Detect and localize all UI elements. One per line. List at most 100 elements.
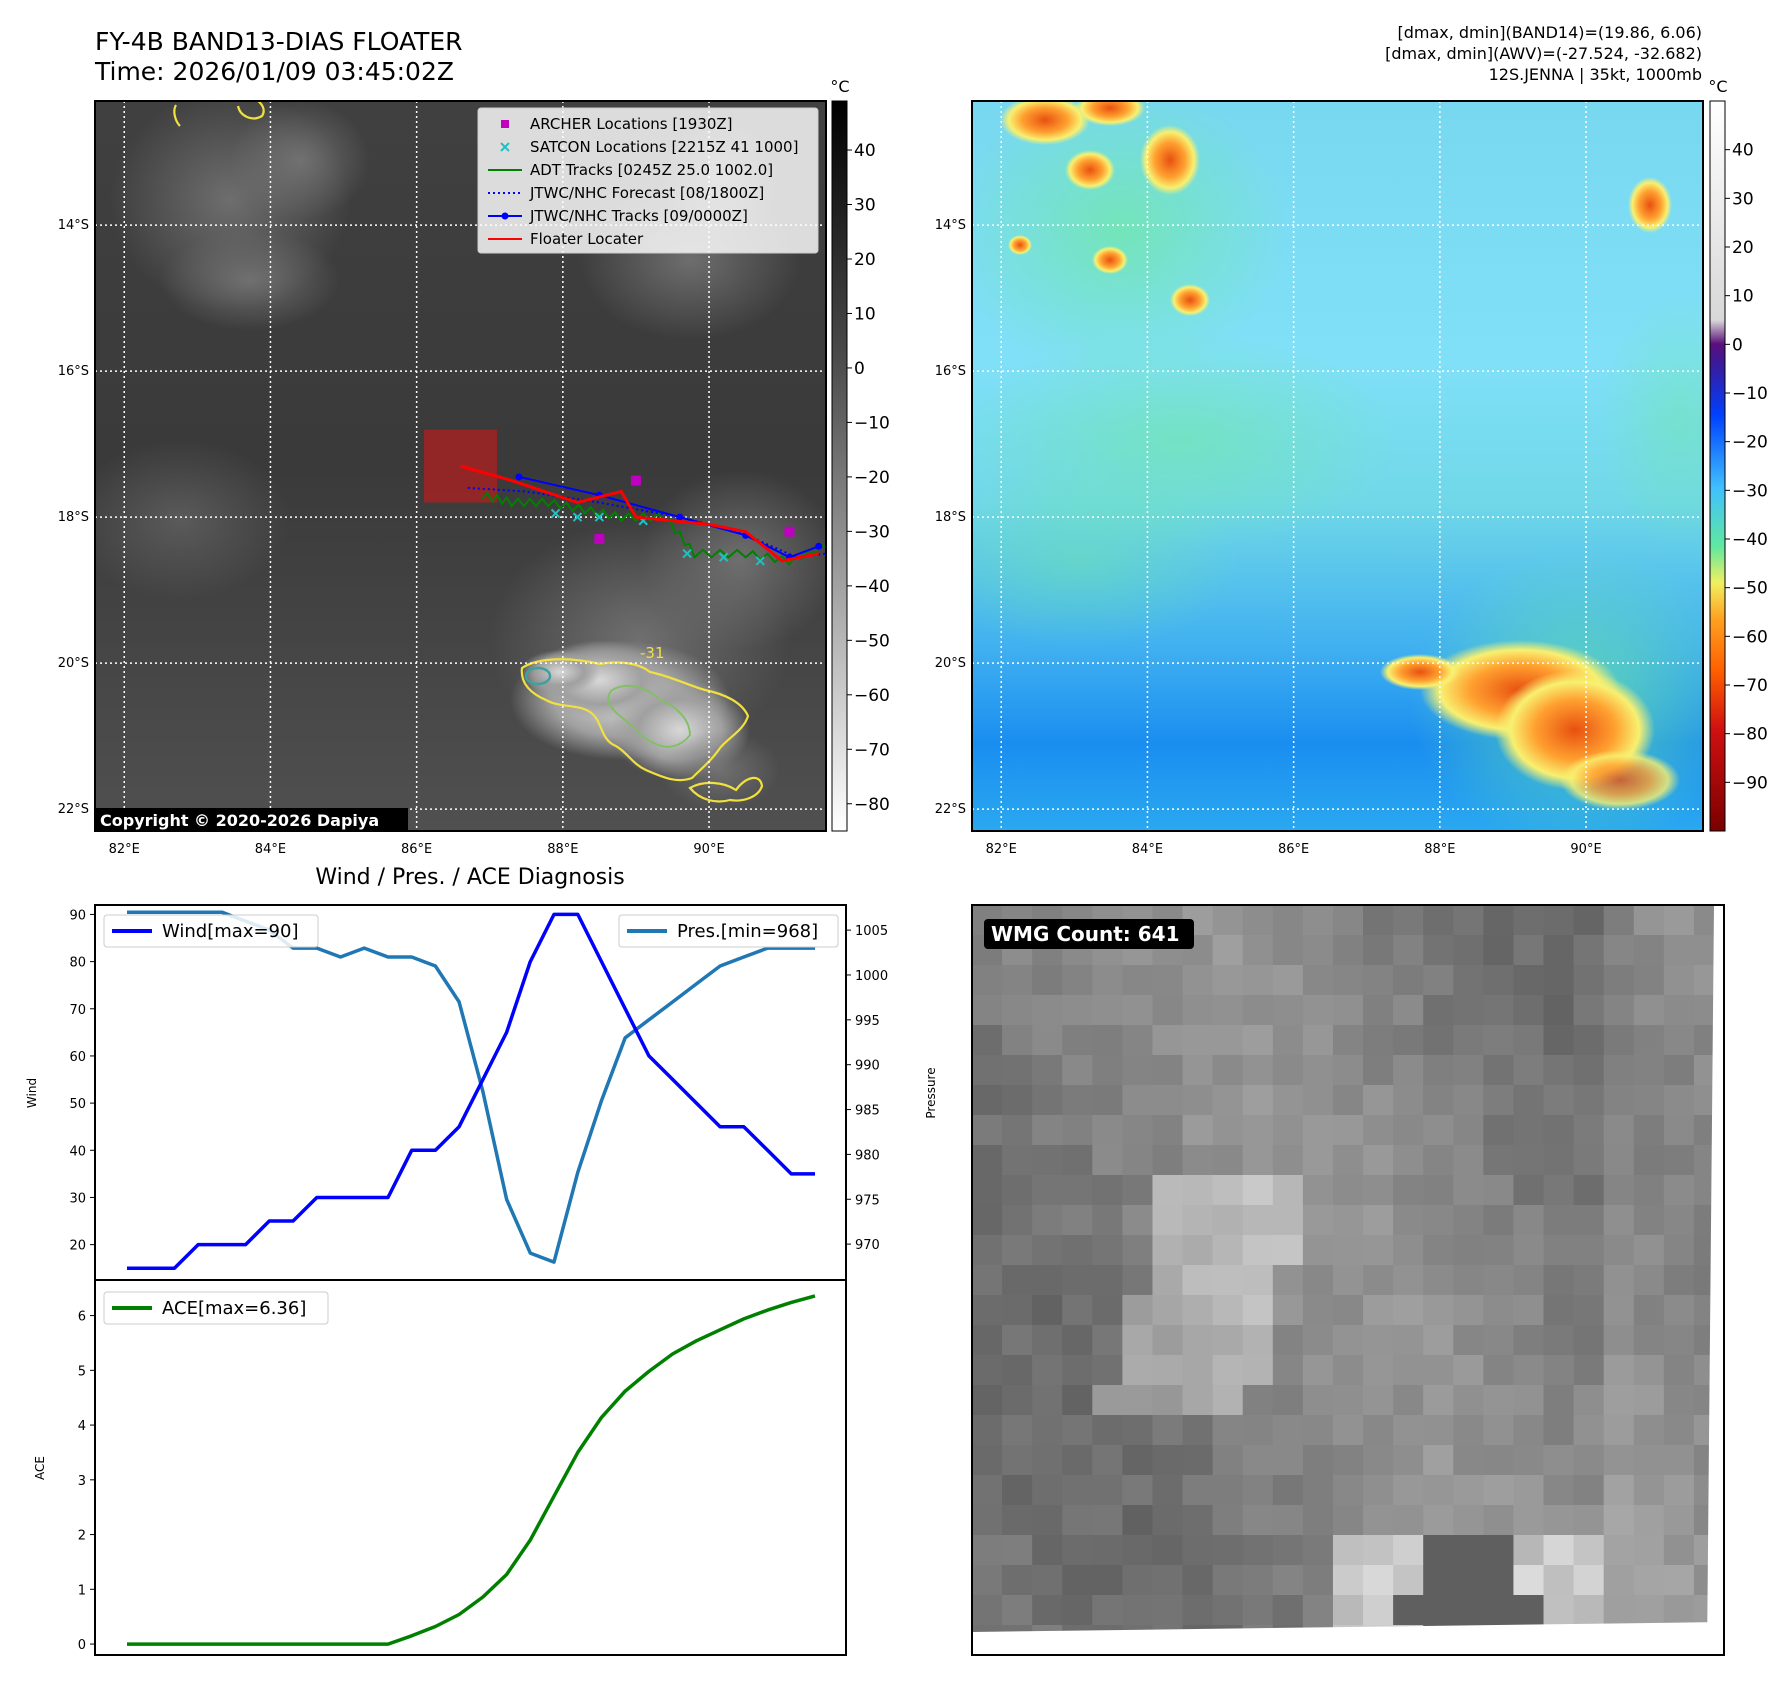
archer-marker (594, 534, 605, 544)
wind-line (127, 912, 815, 1270)
colorbar-tick-label: 30 (1732, 189, 1754, 209)
legend-label: JTWC/NHC Forecast [08/1800Z] (529, 184, 764, 202)
lat-tick-label: 22°S (935, 802, 966, 817)
lon-tick-label: 84°E (1132, 842, 1163, 857)
y-tick-label: 80 (69, 956, 86, 971)
archer-marker (784, 526, 795, 537)
wmg-count-label: WMG Count: 641 (991, 922, 1180, 946)
legend-swatch (501, 120, 509, 128)
lon-tick-label: 82°E (109, 842, 140, 857)
y-tick-label: 50 (69, 1097, 86, 1112)
lat-tick-label: 14°S (935, 218, 966, 233)
colorbar-tick-label: −60 (1732, 627, 1768, 647)
cold-contour-green (607, 685, 691, 748)
lon-tick-label: 88°E (1424, 842, 1455, 857)
y-tick-label: 30 (69, 1191, 86, 1206)
colorbar-tick-label: −80 (854, 795, 890, 815)
ace-axis-label: ACE (33, 1456, 47, 1480)
colorbar-tick-label: −40 (854, 577, 890, 597)
colorbar-tick-label: 0 (854, 359, 865, 379)
colorbar-tick-label: −50 (854, 631, 890, 651)
colorbar-tick-label: 40 (1732, 141, 1754, 161)
lon-tick-label: 84°E (255, 842, 286, 857)
y-tick-label: 3 (78, 1474, 86, 1489)
colorbar-tick-label: −60 (854, 686, 890, 706)
legend-label: ARCHER Locations [1930Z] (530, 115, 733, 133)
ir-tracks (460, 464, 826, 567)
lon-tick-label: 82°E (986, 842, 1017, 857)
wind-legend: Wind[max=90] (103, 914, 319, 948)
legend-entry: ADT Tracks [0245Z 25.0 1002.0] (488, 161, 773, 179)
y2-tick-label: 1005 (855, 924, 888, 939)
y-tick-label: 90 (69, 908, 86, 923)
pressure-legend: Pres.[min=968] (618, 914, 839, 948)
lon-tick-label: 86°E (1278, 842, 1309, 857)
lon-tick-label: 90°E (693, 842, 724, 857)
wv-axis-ticks: 82°E 84°E 86°E 88°E 90°E 14°S 16°S 18°S 20°S 22°S (935, 218, 1602, 857)
lon-tick-label: 90°E (1570, 842, 1601, 857)
y-tick-label: 70 (69, 1003, 86, 1018)
legend-label: SATCON Locations [2215Z 41 1000] (530, 138, 798, 156)
satcon-marker (682, 548, 692, 559)
cold-contour-yellow-3 (173, 101, 265, 127)
y-tick-label: 0 (78, 1638, 86, 1653)
legend-entry: JTWC/NHC Tracks [09/0000Z] (488, 207, 748, 225)
colorbar-left-ticks: 40 30 20 10 0 −10 −20 −30 −40 −50 −60 −70 −80 (847, 141, 890, 815)
colorbar-tick-label: 20 (854, 250, 876, 270)
colorbar-tick-label: −30 (1732, 481, 1768, 501)
wv-image (972, 101, 1703, 831)
colorbar-right-unit: °C (1708, 77, 1727, 96)
track-legend: ARCHER Locations [1930Z] SATCON Locations… (477, 107, 819, 254)
wmg-image (972, 905, 1724, 1655)
wmg-panel: WMG Count: 641 (971, 904, 1725, 1656)
diagnosis-title: Wind / Pres. / ACE Diagnosis (315, 865, 624, 890)
colorbar-tick-label: 40 (854, 141, 876, 161)
colorbar-tick-label: 20 (1732, 238, 1754, 258)
y2-tick-label: 970 (855, 1238, 880, 1253)
legend-label: Floater Locater (530, 230, 644, 248)
colorbar-tick-label: −90 (1732, 773, 1768, 793)
legend-label: JTWC/NHC Tracks [09/0000Z] (529, 207, 748, 225)
y-tick-label: 1 (78, 1583, 86, 1598)
lat-tick-label: 18°S (58, 510, 89, 525)
colorbar-tick-label: −50 (1732, 579, 1768, 599)
wind-axis-label: Wind (25, 1078, 39, 1108)
legend-label: Pres.[min=968] (677, 921, 818, 942)
colorbar-tick-label: −70 (1732, 676, 1768, 696)
lon-tick-label: 86°E (401, 842, 432, 857)
satcon-marker (718, 552, 729, 562)
cold-contour-yellow (520, 658, 750, 782)
legend-entry: JTWC/NHC Forecast [08/1800Z] (488, 184, 764, 202)
legend-entry: SATCON Locations [2215Z 41 1000] (500, 138, 798, 156)
lon-tick-label: 88°E (547, 842, 578, 857)
y-tick-label: 5 (78, 1364, 86, 1379)
y2-tick-label: 990 (855, 1059, 880, 1074)
figure-title: FY-4B BAND13-DIAS FLOATER (95, 27, 463, 56)
diagnosis-charts: 2030405060708090970975980985990995100010… (25, 904, 938, 1656)
cold-contour-teal (524, 666, 552, 686)
jtwc-track-point (815, 542, 823, 550)
y-tick-label: 60 (69, 1050, 86, 1065)
y2-tick-label: 995 (855, 1014, 880, 1029)
y2-tick-label: 985 (855, 1104, 880, 1119)
satcon-marker (755, 556, 765, 566)
pressure-axis-label: Pressure (924, 1067, 938, 1118)
satcon-marker (594, 512, 605, 522)
colorbar-tick-label: −10 (854, 413, 890, 433)
info-line-3: 12S.JENNA | 35kt, 1000mb (1489, 65, 1702, 84)
y2-tick-label: 980 (855, 1148, 880, 1163)
legend-entry: ARCHER Locations [1930Z] (501, 115, 733, 133)
y2-tick-label: 975 (855, 1193, 880, 1208)
colorbar-tick-label: 30 (854, 196, 876, 216)
y-tick-label: 20 (69, 1239, 86, 1254)
colorbar-tick-label: 10 (1732, 287, 1754, 307)
figure-time: Time: 2026/01/09 03:45:02Z (94, 57, 454, 86)
jtwc-track-point (515, 473, 523, 481)
lat-tick-label: 18°S (935, 510, 966, 525)
y-tick-label: 40 (69, 1144, 86, 1159)
wv-panel: 82°E 84°E 86°E 88°E 90°E 14°S 16°S 18°S 20°S 22°S (935, 100, 1704, 857)
colorbar-tick-label: −20 (854, 468, 890, 488)
copyright-label: Copyright © 2020-2026 Dapiya (100, 811, 379, 830)
y-tick-label: 4 (78, 1419, 86, 1434)
y2-tick-label: 1000 (855, 969, 888, 984)
